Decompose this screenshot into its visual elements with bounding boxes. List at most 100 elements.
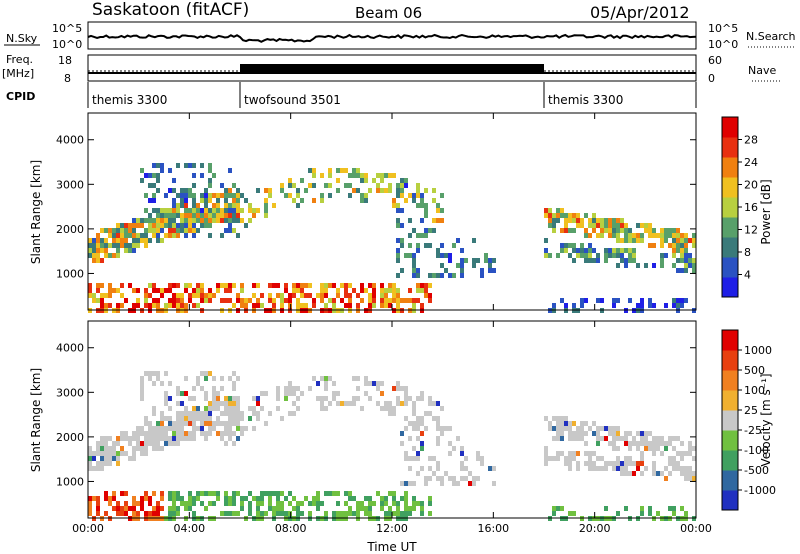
heat-cell	[616, 426, 620, 431]
heat-cell	[96, 288, 100, 293]
heat-cell	[428, 228, 432, 233]
noise-rtick-bottom: 10^0	[708, 38, 738, 51]
heat-cell	[236, 421, 240, 426]
nsky-label: N.Sky	[6, 32, 38, 45]
heat-cell	[344, 501, 348, 506]
heat-cell	[160, 426, 164, 431]
heat-cell	[588, 466, 592, 471]
heat-cell	[192, 193, 196, 198]
heat-cell	[584, 461, 588, 466]
heat-cell	[144, 293, 148, 298]
heat-cell	[604, 426, 608, 431]
heat-cell	[680, 506, 684, 511]
heat-cell	[608, 248, 612, 253]
heat-cell	[232, 411, 236, 416]
heat-cell	[224, 228, 228, 233]
heat-cell	[128, 283, 132, 288]
heat-cell	[292, 198, 296, 203]
heat-cell	[648, 243, 652, 248]
heat-cell	[436, 253, 440, 258]
heat-cell	[216, 208, 220, 213]
heat-cell	[384, 401, 388, 406]
heat-cell	[672, 248, 676, 253]
heat-cell	[408, 436, 412, 441]
heat-cell	[288, 511, 292, 516]
heat-cell	[152, 381, 156, 386]
heat-cell	[224, 511, 228, 516]
heat-cell	[476, 258, 480, 263]
heat-cell	[192, 173, 196, 178]
heat-cell	[264, 421, 268, 426]
heat-cell	[124, 491, 128, 496]
heat-cell	[152, 371, 156, 376]
heat-cell	[420, 431, 424, 436]
heat-cell	[208, 401, 212, 406]
heat-cell	[176, 203, 180, 208]
heat-cell	[216, 288, 220, 293]
heat-cell	[100, 436, 104, 441]
heat-cell	[240, 496, 244, 501]
heat-cell	[344, 283, 348, 288]
heat-cell	[100, 466, 104, 471]
heat-cell	[232, 303, 236, 308]
heat-cell	[668, 461, 672, 466]
heat-cell	[264, 198, 268, 203]
heat-cell	[492, 466, 496, 471]
heat-cell	[208, 193, 212, 198]
heat-cell	[208, 491, 212, 496]
heat-cell	[456, 263, 460, 268]
heat-cell	[188, 213, 192, 218]
heat-cell	[556, 456, 560, 461]
heat-cell	[544, 213, 548, 218]
heat-cell	[176, 223, 180, 228]
heat-cell	[440, 243, 444, 248]
heat-cell	[588, 461, 592, 466]
heat-cell	[144, 218, 148, 223]
heat-cell	[268, 496, 272, 501]
heat-cell	[396, 223, 400, 228]
heat-cell	[564, 243, 568, 248]
heat-cell	[612, 303, 616, 308]
heat-cell	[624, 238, 628, 243]
heat-cell	[172, 511, 176, 516]
heat-cell	[252, 283, 256, 288]
heat-cell	[376, 173, 380, 178]
heat-cell	[148, 501, 152, 506]
heat-cell	[340, 401, 344, 406]
heat-cell	[132, 223, 136, 228]
heat-cell	[424, 411, 428, 416]
heat-cell	[228, 511, 232, 516]
colorbar-tick-label: -25	[744, 424, 762, 437]
heat-cell	[256, 208, 260, 213]
heat-cell	[236, 213, 240, 218]
heat-cell	[400, 268, 404, 273]
heat-cell	[188, 411, 192, 416]
heat-cell	[152, 183, 156, 188]
heat-cell	[204, 203, 208, 208]
heat-cell	[132, 456, 136, 461]
heat-cell	[572, 421, 576, 426]
heat-cell	[608, 223, 612, 228]
heat-cell	[368, 293, 372, 298]
colorbar-swatch	[722, 430, 738, 451]
heat-cell	[256, 401, 260, 406]
heat-cell	[612, 431, 616, 436]
heat-cell	[88, 288, 92, 293]
heat-cell	[212, 391, 216, 396]
heat-cell	[220, 421, 224, 426]
heat-cell	[224, 283, 228, 288]
heat-cell	[204, 396, 208, 401]
heat-cell	[684, 451, 688, 456]
colorbar-tick-label: 8	[744, 246, 751, 259]
heat-cell	[248, 416, 252, 421]
heat-cell	[352, 401, 356, 406]
heat-cell	[628, 238, 632, 243]
heat-cell	[132, 501, 136, 506]
heat-cell	[408, 193, 412, 198]
heat-cell	[188, 416, 192, 421]
heat-cell	[156, 223, 160, 228]
colorbar-tick-label: 28	[744, 134, 758, 147]
heat-cell	[232, 491, 236, 496]
heat-cell	[340, 511, 344, 516]
